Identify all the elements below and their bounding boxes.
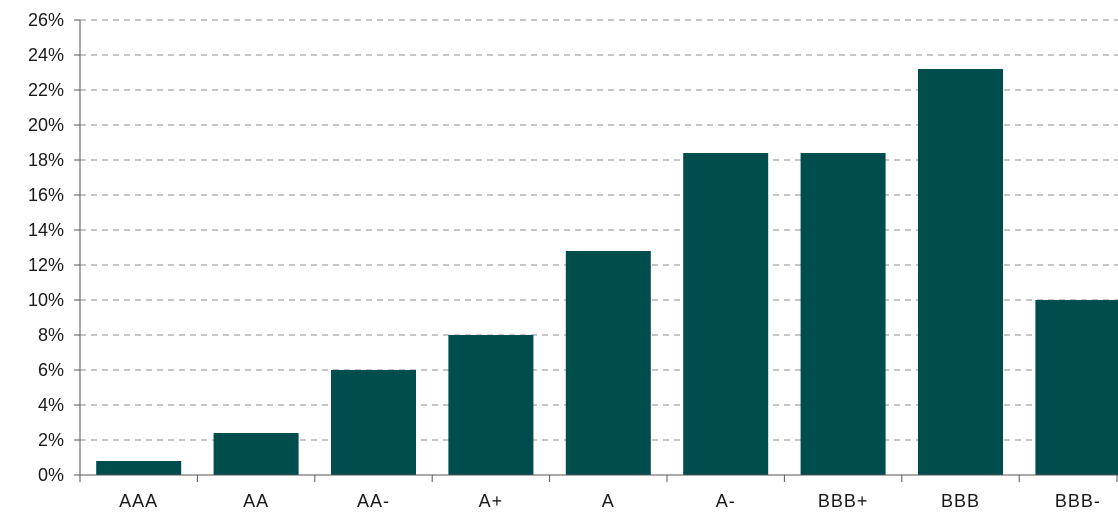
y-tick-label: 6% [38,360,64,380]
y-tick-labels: 0% 2% 4% 6% 8% 10% 12% 14% 16% 18% 20% 22% 24% 26% [28,10,64,485]
bar-aaa [96,461,182,475]
y-tick-label: 16% [28,185,64,205]
bar-bbb [918,69,1003,475]
axes [79,20,1118,476]
x-tick-label: A [602,491,615,511]
y-tick-label: 18% [28,150,64,170]
bar-aa-minus [331,370,416,475]
y-tick-label: 14% [28,220,64,240]
y-tick-label: 8% [38,325,64,345]
y-tick-label: 22% [28,80,64,100]
bar-a-minus [683,153,769,475]
x-tick-label: AAA [119,491,158,511]
x-tick-label: BBB [941,491,980,511]
x-tick-label: A+ [479,491,504,511]
y-tick-label: 24% [28,45,64,65]
x-tick-label: A- [716,491,736,511]
bar-aa [213,433,299,475]
bar-a [565,251,651,475]
y-tick-label: 20% [28,115,64,135]
y-tick-label: 12% [28,255,64,275]
x-tick-label: AA- [357,491,390,511]
x-tick-label: AA [243,491,269,511]
y-tick-label: 4% [38,395,64,415]
bar-bbb-minus [1035,300,1118,475]
y-tick-label: 26% [28,10,64,30]
bar-bbb-plus [800,153,886,475]
bar-a-plus [448,335,534,475]
x-tick-labels: AAA AA AA- A+ A A- BBB+ BBB BBB- [79,475,1118,511]
x-tick-label: BBB- [1055,491,1101,511]
y-tick-label: 2% [38,430,64,450]
y-tick-label: 10% [28,290,64,310]
y-tick-label: 0% [38,465,64,485]
x-tick-label: BBB+ [818,491,869,511]
bars [96,69,1118,475]
